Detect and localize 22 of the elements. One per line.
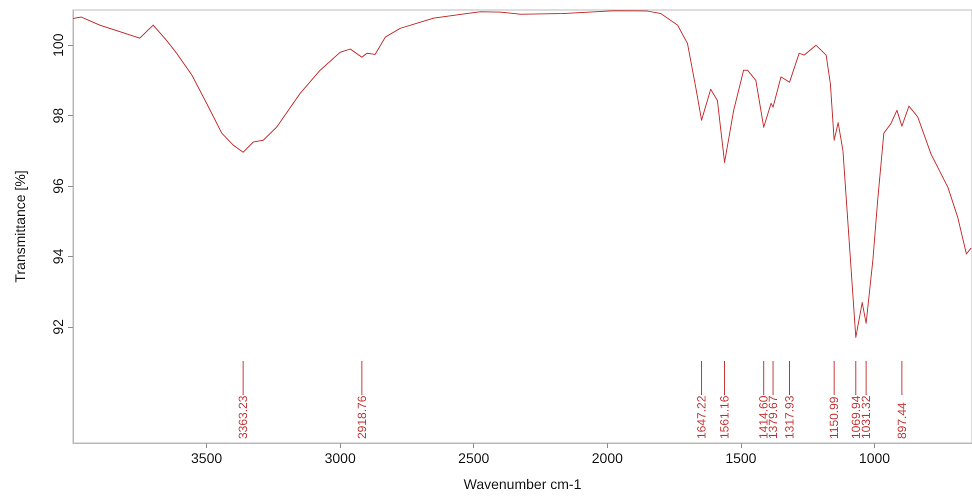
y-tick-label: 98 <box>50 108 66 124</box>
x-tick-label: 3500 <box>191 450 222 466</box>
x-tick-label: 1500 <box>725 450 757 466</box>
line-series <box>72 10 972 338</box>
x-tick-label: 2000 <box>592 450 624 466</box>
annotation: 1150.99 <box>827 396 842 439</box>
x-tick-label: 2500 <box>458 450 490 466</box>
y-axis-title: Transmittance [%] <box>12 170 28 283</box>
x-tick-label: 1000 <box>858 450 890 466</box>
annotation: 1561.16 <box>718 395 732 439</box>
y-tick-label: 100 <box>50 33 66 57</box>
annotation: 1379.67 <box>766 395 780 439</box>
annotation: 3363.23 <box>236 395 250 439</box>
y-tick-label: 94 <box>50 248 66 264</box>
x-axis-title: Wavenumber cm-1 <box>464 476 582 492</box>
x-tick-label: 3000 <box>324 450 356 466</box>
annotation: 897.44 <box>894 402 909 439</box>
annotation: 2918.76 <box>354 395 369 439</box>
y-tick-label: 96 <box>50 178 66 194</box>
annotation: 1317.93 <box>782 395 797 439</box>
y-tick-label: 92 <box>50 318 66 335</box>
annotation: 1647.22 <box>694 395 709 439</box>
